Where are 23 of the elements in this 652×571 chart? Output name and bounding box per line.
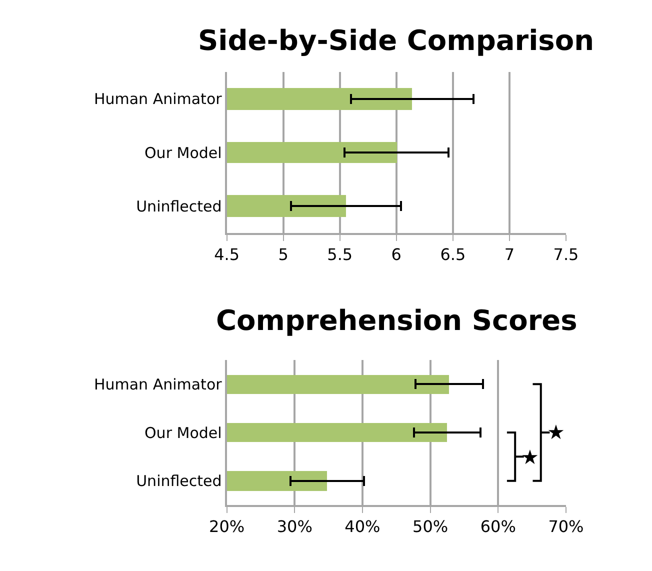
x-tick-label: 70% — [548, 517, 584, 536]
x-tick-label: 7.5 — [553, 245, 579, 264]
x-tick-label: 30% — [276, 517, 312, 536]
x-tick-label: 5.5 — [327, 245, 353, 264]
y-tick-label: Human Animator — [94, 375, 223, 394]
y-tick-label: Uninflected — [136, 472, 222, 490]
x-tick-label: 4.5 — [214, 245, 240, 264]
x-tick-label: 6.5 — [440, 245, 466, 264]
x-tick-label: 20% — [209, 517, 245, 536]
y-tick-label: Uninflected — [136, 197, 222, 216]
x-tick-label: 6 — [391, 245, 402, 264]
x-tick-label: 5 — [278, 245, 288, 264]
y-tick-label: Human Animator — [94, 90, 223, 108]
x-tick-label: 7 — [504, 245, 515, 264]
annotation: ★ — [521, 445, 539, 469]
x-tick-label: 50% — [412, 517, 448, 536]
chart-title: Comprehension Scores — [216, 304, 578, 337]
x-tick-label: 60% — [480, 517, 516, 536]
x-tick-label: 40% — [344, 517, 380, 536]
y-tick-label: Our Model — [144, 144, 222, 162]
y-tick-label: Our Model — [144, 424, 222, 442]
annotation: ★ — [547, 420, 565, 444]
chart-title: Side-by-Side Comparison — [198, 24, 594, 57]
